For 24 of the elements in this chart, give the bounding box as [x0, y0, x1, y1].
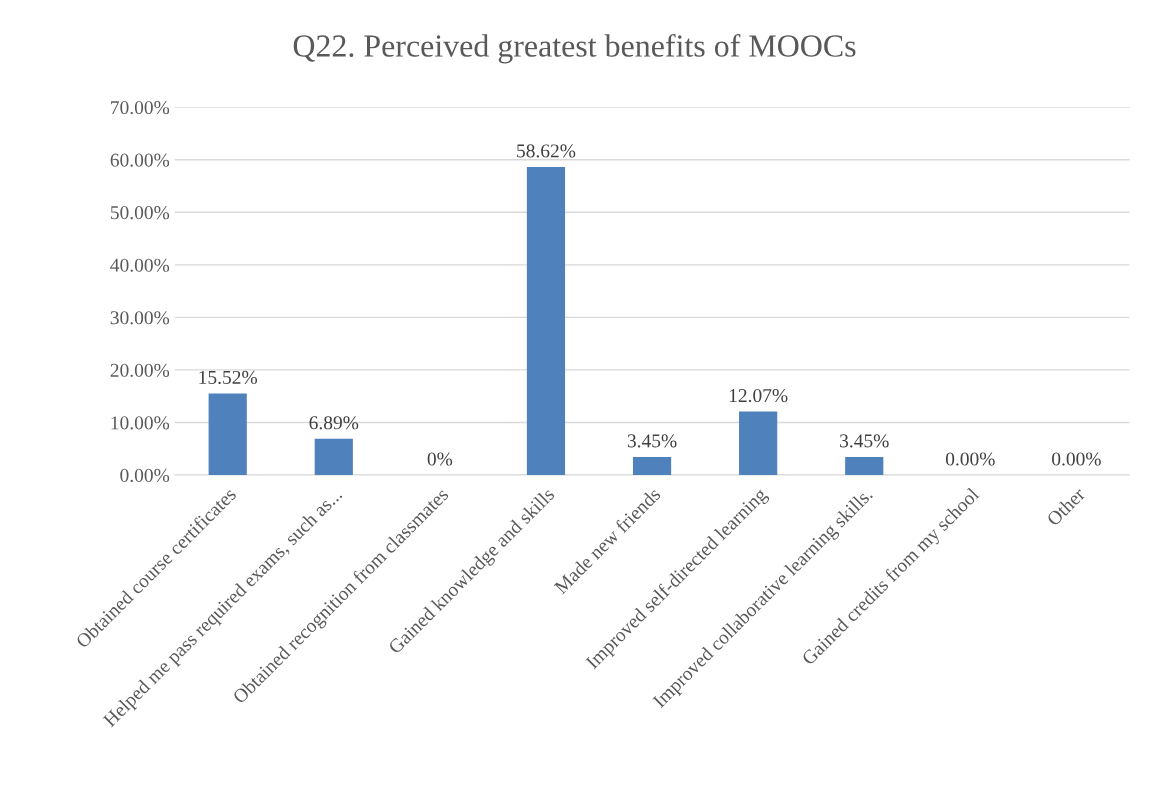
data-label: 0.00% — [945, 452, 995, 466]
bar — [845, 456, 884, 476]
y-tick-label: 40.00% — [110, 258, 170, 272]
bar — [739, 411, 778, 476]
y-tick-label: 60.00% — [110, 153, 170, 167]
bar — [526, 166, 566, 476]
y-tick-label: 0.00% — [120, 468, 170, 483]
data-label: 3.45% — [840, 434, 889, 448]
data-label: 3.45% — [627, 434, 677, 448]
data-label: 6.89% — [309, 416, 359, 430]
y-tick-label: 70.00% — [111, 101, 170, 115]
data-label: 58.62% — [517, 144, 576, 158]
bar — [632, 456, 672, 476]
y-tick-label: 50.00% — [110, 206, 170, 220]
bar — [314, 438, 353, 476]
y-tick-label: 20.00% — [110, 363, 170, 377]
y-tick-label: 10.00% — [111, 416, 170, 430]
data-label: 0% — [427, 452, 453, 466]
data-label: 0.00% — [1052, 452, 1101, 466]
bar — [208, 393, 247, 476]
chart-title: Q22. Perceived greatest benefits of MOOCs — [293, 34, 856, 64]
y-tick-label: 30.00% — [110, 311, 170, 325]
data-label: 15.52% — [199, 370, 257, 385]
data-label: 12.07% — [729, 388, 788, 403]
